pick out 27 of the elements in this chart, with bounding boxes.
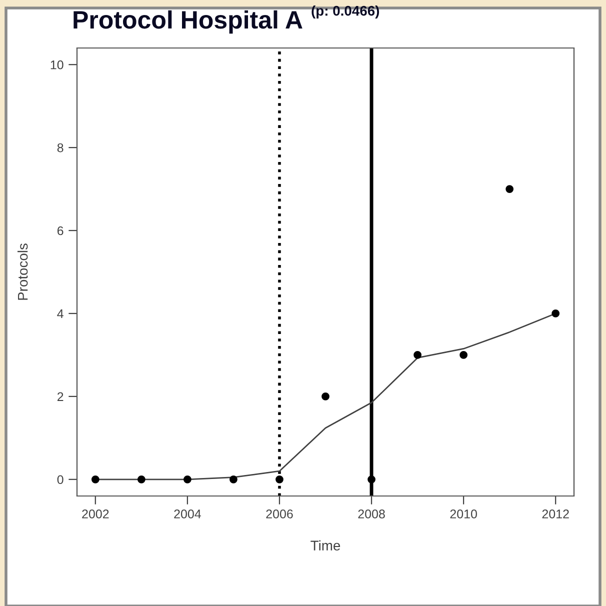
point <box>506 185 514 193</box>
y-tick-label: 6 <box>57 226 64 236</box>
x-tick-label: 2008 <box>358 510 385 518</box>
point <box>368 475 376 484</box>
point <box>91 475 100 484</box>
y-tick-label: 8 <box>57 143 64 152</box>
y-tick-label: 10 <box>50 60 64 70</box>
x-tick-label: 2012 <box>542 510 569 518</box>
point <box>137 475 146 484</box>
y-tick-label: 4 <box>57 309 64 318</box>
point <box>552 310 560 318</box>
chart-title: Protocol Hospital A <box>74 10 302 34</box>
x-tick-label: 2002 <box>82 510 109 518</box>
x-axis-title: Time <box>310 540 340 550</box>
y-axis-title: Protocols <box>18 244 28 300</box>
point <box>414 351 422 359</box>
y-tick-label: 0 <box>57 475 64 484</box>
x-tick-label: 2004 <box>174 510 201 518</box>
chart-subtitle: (p: 0.0466) <box>312 6 380 18</box>
point <box>183 475 192 484</box>
point <box>322 392 330 400</box>
point <box>230 475 238 484</box>
y-tick-label: 2 <box>57 392 64 401</box>
point <box>276 475 284 484</box>
point <box>460 351 468 359</box>
x-tick-label: 2010 <box>450 510 477 518</box>
x-tick-label: 2006 <box>266 510 293 518</box>
